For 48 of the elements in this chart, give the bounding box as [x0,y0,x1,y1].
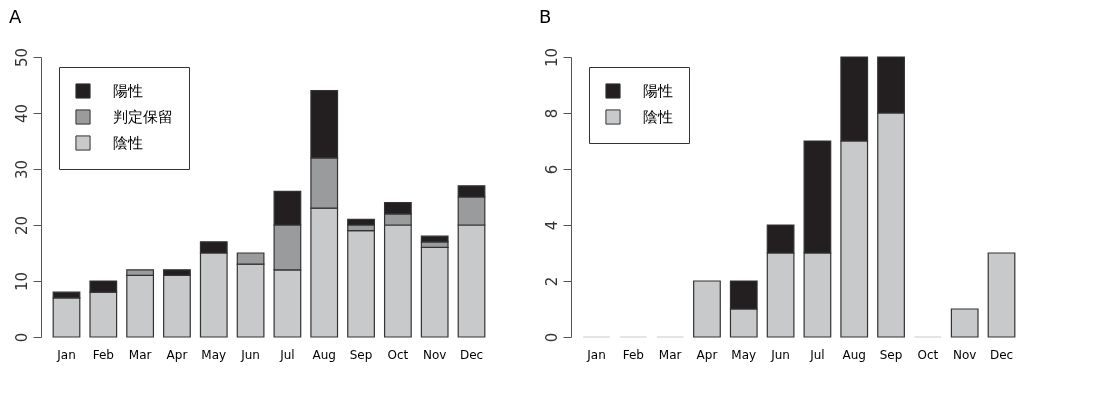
x-tick-label: Oct [917,347,939,362]
x-tick-label: Jul [279,347,295,362]
legend-label: 陰性 [643,108,673,126]
y-tick-label: 4 [542,220,561,231]
bar [420,246,449,338]
x-tick-label: Jan [56,347,76,362]
y-tick-label: 30 [12,159,31,180]
chart-title: A [9,6,22,28]
legend-label: 陽性 [643,82,673,100]
y-tick-label: 6 [542,164,561,175]
legend-label: 陰性 [113,134,143,152]
x-tick-label: Jun [770,347,790,362]
x-tick-label: Sep [879,347,903,362]
bar [987,252,1016,338]
x-tick-label: Jun [240,347,260,362]
x-tick-label: Apr [166,347,188,362]
y-tick-label: 0 [12,332,31,343]
legend-label: 判定保留 [113,108,173,126]
x-tick-label: Jul [809,347,825,362]
x-tick-label: Nov [952,347,977,362]
x-tick-label: Dec [989,347,1014,362]
x-tick-label: Feb [92,347,114,362]
chart-title: B [539,6,552,28]
x-tick-label: Mar [128,347,152,362]
x-tick-label: Mar [658,347,682,362]
x-tick-label: May [731,347,757,362]
y-tick-label: 0 [542,332,561,343]
bar [950,308,979,338]
x-tick-label: Aug [312,347,336,362]
y-tick-label: 8 [542,108,561,119]
x-tick-label: Feb [622,347,644,362]
x-tick-label: Apr [696,347,718,362]
y-tick-label: 40 [12,103,31,124]
x-tick-label: Oct [387,347,409,362]
y-tick-label: 50 [12,47,31,68]
x-tick-label: Sep [349,347,373,362]
y-tick-label: 10 [542,47,561,68]
bar [693,280,721,338]
y-tick-label: 10 [12,271,31,292]
x-tick-label: May [201,347,227,362]
y-tick-label: 20 [12,215,31,236]
legend-label: 陽性 [113,82,143,100]
x-tick-label: Jan [586,347,606,362]
x-tick-label: Dec [459,347,484,362]
x-tick-label: Aug [842,347,866,362]
bar [347,230,375,338]
y-tick-label: 2 [542,276,561,287]
x-tick-label: Nov [422,347,447,362]
